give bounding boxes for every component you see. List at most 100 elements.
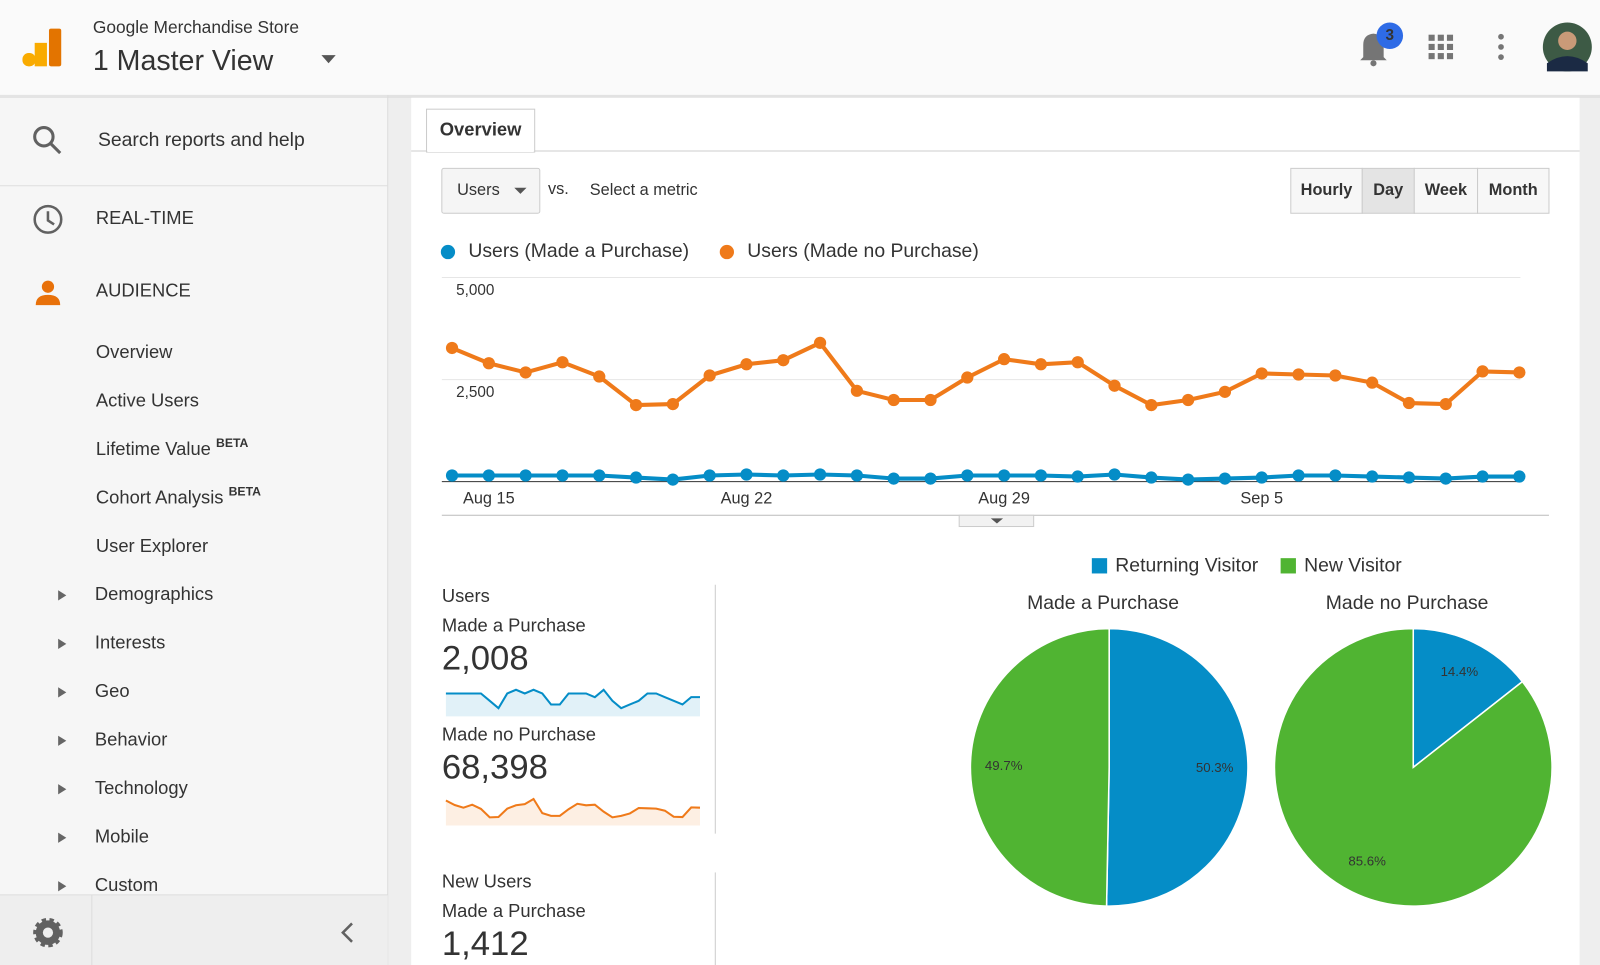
- data-point[interactable]: [961, 371, 974, 384]
- expand-arrow[interactable]: [58, 784, 67, 795]
- data-point[interactable]: [482, 469, 495, 482]
- granularity-button[interactable]: [1477, 167, 1550, 214]
- pie-slice[interactable]: [969, 627, 1110, 907]
- data-point[interactable]: [1255, 471, 1268, 484]
- data-point[interactable]: [887, 393, 900, 407]
- search-box[interactable]: Search reports and help: [98, 129, 305, 151]
- data-point[interactable]: [1292, 368, 1305, 381]
- view-caret[interactable]: [321, 55, 336, 64]
- data-point[interactable]: [482, 357, 495, 370]
- data-point[interactable]: [666, 397, 679, 411]
- data-point[interactable]: [629, 398, 643, 412]
- data-point[interactable]: [1329, 369, 1342, 382]
- nav-item[interactable]: Demographics: [95, 583, 213, 604]
- expand-arrow[interactable]: [58, 687, 67, 698]
- data-point[interactable]: [703, 369, 716, 382]
- data-point[interactable]: [1439, 472, 1452, 485]
- pie-slice[interactable]: [1273, 627, 1553, 907]
- data-point[interactable]: [1513, 366, 1526, 379]
- data-point[interactable]: [1513, 470, 1526, 483]
- data-point[interactable]: [1329, 469, 1342, 482]
- data-point[interactable]: [997, 353, 1011, 366]
- data-point[interactable]: [997, 469, 1011, 482]
- data-point[interactable]: [961, 469, 974, 482]
- data-point[interactable]: [740, 468, 753, 481]
- data-point[interactable]: [777, 354, 790, 367]
- data-point[interactable]: [1476, 470, 1489, 483]
- data-point[interactable]: [850, 469, 864, 482]
- data-point[interactable]: [813, 336, 827, 349]
- view-name[interactable]: 1 Master View: [93, 45, 274, 77]
- data-point[interactable]: [887, 472, 900, 485]
- apps-icon[interactable]: [1428, 34, 1454, 60]
- expand-arrow[interactable]: [58, 735, 67, 746]
- data-point[interactable]: [445, 341, 459, 355]
- data-point[interactable]: [1255, 367, 1268, 380]
- data-point[interactable]: [740, 358, 753, 371]
- data-point[interactable]: [445, 469, 459, 482]
- nav-item[interactable]: Lifetime Value: [96, 438, 211, 459]
- notifications-icon[interactable]: [1360, 22, 1404, 67]
- nav-item[interactable]: Geo: [95, 680, 130, 701]
- data-point[interactable]: [1071, 470, 1084, 483]
- nav-item[interactable]: Technology: [95, 777, 189, 798]
- data-point[interactable]: [850, 384, 864, 397]
- nav-item[interactable]: Overview: [96, 341, 173, 362]
- data-point[interactable]: [1402, 471, 1416, 484]
- data-point[interactable]: [629, 471, 643, 484]
- select-metric-link[interactable]: Select a metric: [590, 181, 698, 199]
- data-point[interactable]: [519, 469, 532, 482]
- data-point[interactable]: [666, 473, 679, 486]
- tab[interactable]: [426, 108, 536, 153]
- data-point[interactable]: [1402, 396, 1416, 410]
- metric-dropdown[interactable]: [441, 167, 541, 214]
- data-point[interactable]: [1366, 470, 1379, 483]
- pie-slice[interactable]: [1105, 627, 1249, 907]
- nav-item[interactable]: Interests: [95, 632, 165, 653]
- nav-item[interactable]: User Explorer: [96, 535, 208, 556]
- granularity-button[interactable]: [1290, 167, 1363, 214]
- nav-item[interactable]: Active Users: [96, 389, 199, 410]
- data-point[interactable]: [519, 366, 532, 379]
- expand-arrow[interactable]: [58, 590, 67, 601]
- data-point[interactable]: [556, 356, 569, 369]
- nav-item[interactable]: Custom: [95, 874, 158, 895]
- data-point[interactable]: [556, 469, 569, 482]
- data-point[interactable]: [1292, 469, 1305, 482]
- data-point[interactable]: [1145, 398, 1158, 412]
- data-point[interactable]: [1218, 472, 1232, 485]
- data-point[interactable]: [777, 469, 790, 482]
- collapse-button[interactable]: [341, 922, 353, 943]
- data-point[interactable]: [703, 469, 716, 482]
- settings-icon[interactable]: [33, 917, 63, 948]
- pie-slice[interactable]: [1412, 627, 1524, 769]
- expand-arrow[interactable]: [58, 832, 67, 843]
- data-point[interactable]: [593, 469, 606, 482]
- data-point[interactable]: [1218, 385, 1232, 398]
- nav-item[interactable]: Behavior: [95, 729, 167, 750]
- data-point[interactable]: [1034, 358, 1048, 371]
- data-point[interactable]: [1439, 397, 1452, 411]
- nav-item[interactable]: Mobile: [95, 826, 149, 847]
- expand-arrow[interactable]: [58, 881, 67, 892]
- expand-arrow[interactable]: [58, 638, 67, 649]
- data-point[interactable]: [924, 472, 937, 485]
- data-point[interactable]: [924, 393, 937, 407]
- data-point[interactable]: [1108, 379, 1121, 392]
- data-point[interactable]: [813, 468, 827, 481]
- data-point[interactable]: [1145, 471, 1158, 484]
- data-point[interactable]: [1182, 393, 1195, 407]
- nav-section[interactable]: REAL-TIME: [96, 207, 194, 228]
- data-point[interactable]: [1182, 473, 1195, 486]
- data-point[interactable]: [1034, 469, 1048, 482]
- data-point[interactable]: [1108, 468, 1121, 481]
- nav-item[interactable]: Cohort Analysis: [96, 486, 224, 507]
- data-point[interactable]: [593, 370, 606, 383]
- avatar[interactable]: [1542, 22, 1592, 72]
- search-icon[interactable]: [33, 126, 62, 155]
- nav-section[interactable]: AUDIENCE: [96, 280, 191, 301]
- more-icon[interactable]: [1498, 33, 1504, 60]
- data-point[interactable]: [1476, 365, 1489, 378]
- data-point[interactable]: [1366, 376, 1379, 389]
- data-point[interactable]: [1071, 356, 1084, 369]
